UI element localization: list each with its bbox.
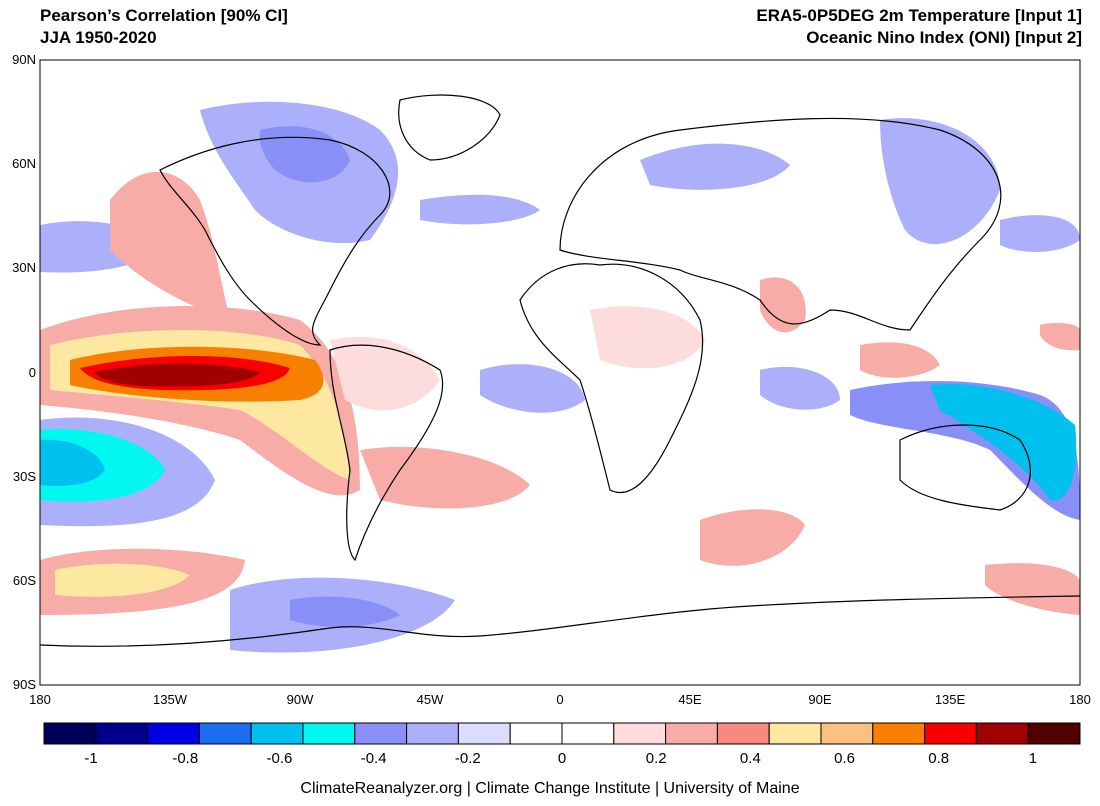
- colorbar-tick-label: 0.8: [928, 750, 950, 767]
- ne-pacific-positive: [110, 171, 230, 320]
- colorbar-tick-label: -0.6: [266, 750, 293, 767]
- colorbar-swatch: [43, 722, 97, 745]
- correlation-field: [40, 94, 1080, 653]
- africa-positive: [590, 306, 705, 369]
- colorbar-swatch: [302, 722, 356, 745]
- se-pacific-negative-strong: [40, 439, 105, 487]
- e-pacific-positive: [1040, 322, 1080, 351]
- enso-positive-core: [95, 363, 260, 387]
- map-frame: [39, 59, 1081, 686]
- colorbar-swatch: [613, 722, 667, 745]
- colorbar-swatch: [975, 722, 1029, 745]
- colorbar-swatch: [198, 722, 252, 745]
- north-america-outline: [159, 136, 391, 346]
- s-atlantic-positive: [360, 446, 530, 509]
- lon-label: 45W: [416, 692, 444, 707]
- lat-label: 90N: [12, 52, 36, 67]
- colorbar-swatch: [924, 722, 977, 745]
- lon-label: 0: [556, 692, 564, 707]
- southern-ocean-negative-core: [290, 596, 400, 627]
- colorbar-tick-label: 0: [557, 750, 567, 767]
- south-indian-positive: [700, 509, 805, 566]
- colorbar-swatch: [354, 722, 408, 745]
- lat-label: 90S: [12, 677, 36, 692]
- south-america-outline: [329, 344, 444, 562]
- colorbar-swatch: [1027, 722, 1081, 745]
- lon-label: 135E: [934, 692, 966, 707]
- lon-label: 90W: [286, 692, 314, 707]
- colorbar-swatch: [872, 722, 926, 745]
- title-line-1: Pearson’s Correlation [90% CI]: [40, 6, 288, 25]
- coastlines: [40, 94, 1080, 647]
- australia-outline: [899, 424, 1031, 511]
- lat-label: 30S: [12, 468, 36, 484]
- colorbar-swatch: [665, 722, 718, 745]
- title-right: ERA5-0P5DEG 2m Temperature [Input 1] Oce…: [756, 5, 1082, 49]
- lon-label: 180: [29, 692, 51, 707]
- colorbar-swatch: [561, 722, 615, 745]
- colorbar-swatch: [716, 722, 770, 745]
- india-positive: [760, 277, 806, 333]
- colorbar-tick-label: 0.2: [645, 750, 667, 767]
- colorbar-swatch: [509, 722, 563, 745]
- title-line-2: JJA 1950-2020: [40, 28, 157, 47]
- s-pacific-positive-core: [55, 563, 190, 597]
- colorbar-swatch: [820, 722, 874, 745]
- colorbar-swatch: [768, 722, 822, 745]
- siberia-negative: [640, 143, 790, 190]
- colorbar-tick-label: -0.2: [454, 750, 481, 767]
- colorbar-tick-label: -0.4: [360, 750, 387, 767]
- colorbar-tick-label: 0.4: [739, 750, 761, 767]
- n-atlantic-negative: [420, 194, 540, 225]
- colorbar-swatch: [95, 722, 149, 745]
- sw-pacific-positive: [985, 563, 1080, 615]
- east-asia-negative: [880, 118, 1000, 245]
- colorbar-swatch: [147, 722, 200, 745]
- lon-label: 180: [1069, 692, 1091, 707]
- colorbar-tick-label: -1: [84, 750, 98, 767]
- indian-ocean-negative: [760, 366, 840, 410]
- colorbar-tick-label: -0.8: [172, 750, 199, 767]
- australia-east-negative-core: [930, 384, 1077, 501]
- lon-label: 90E: [808, 692, 832, 707]
- lat-label: 0: [28, 364, 36, 380]
- indonesia-positive: [860, 342, 940, 378]
- colorbar-swatch: [250, 722, 304, 745]
- hudson-negative-core: [259, 126, 350, 183]
- lat-label: 30N: [12, 260, 36, 276]
- colorbar-tick-label: 0.6: [834, 750, 855, 767]
- lat-label: 60S: [12, 572, 36, 588]
- eurasia-outline: [559, 117, 1002, 331]
- n-pacific-east-negative: [1000, 215, 1080, 252]
- title-left: Pearson’s Correlation [90% CI] JJA 1950-…: [40, 5, 288, 49]
- colorbar: [43, 722, 1081, 745]
- lat-label: 60N: [12, 156, 36, 172]
- antarctica-outline: [40, 595, 1080, 647]
- colorbar-swatch: [457, 722, 511, 745]
- footer-credit: ClimateReanalyzer.org | Climate Change I…: [300, 780, 800, 797]
- lon-label: 45E: [678, 692, 702, 707]
- greenland-outline: [398, 94, 501, 161]
- input-2-label: Oceanic Nino Index (ONI) [Input 2]: [806, 28, 1082, 47]
- lon-label: 135W: [153, 692, 187, 707]
- colorbar-swatch: [406, 722, 459, 745]
- input-1-label: ERA5-0P5DEG 2m Temperature [Input 1]: [756, 6, 1082, 25]
- africa-eurasia-outline: [519, 263, 704, 494]
- s-atlantic-negative: [480, 364, 585, 413]
- colorbar-tick-label: 1: [1028, 750, 1038, 767]
